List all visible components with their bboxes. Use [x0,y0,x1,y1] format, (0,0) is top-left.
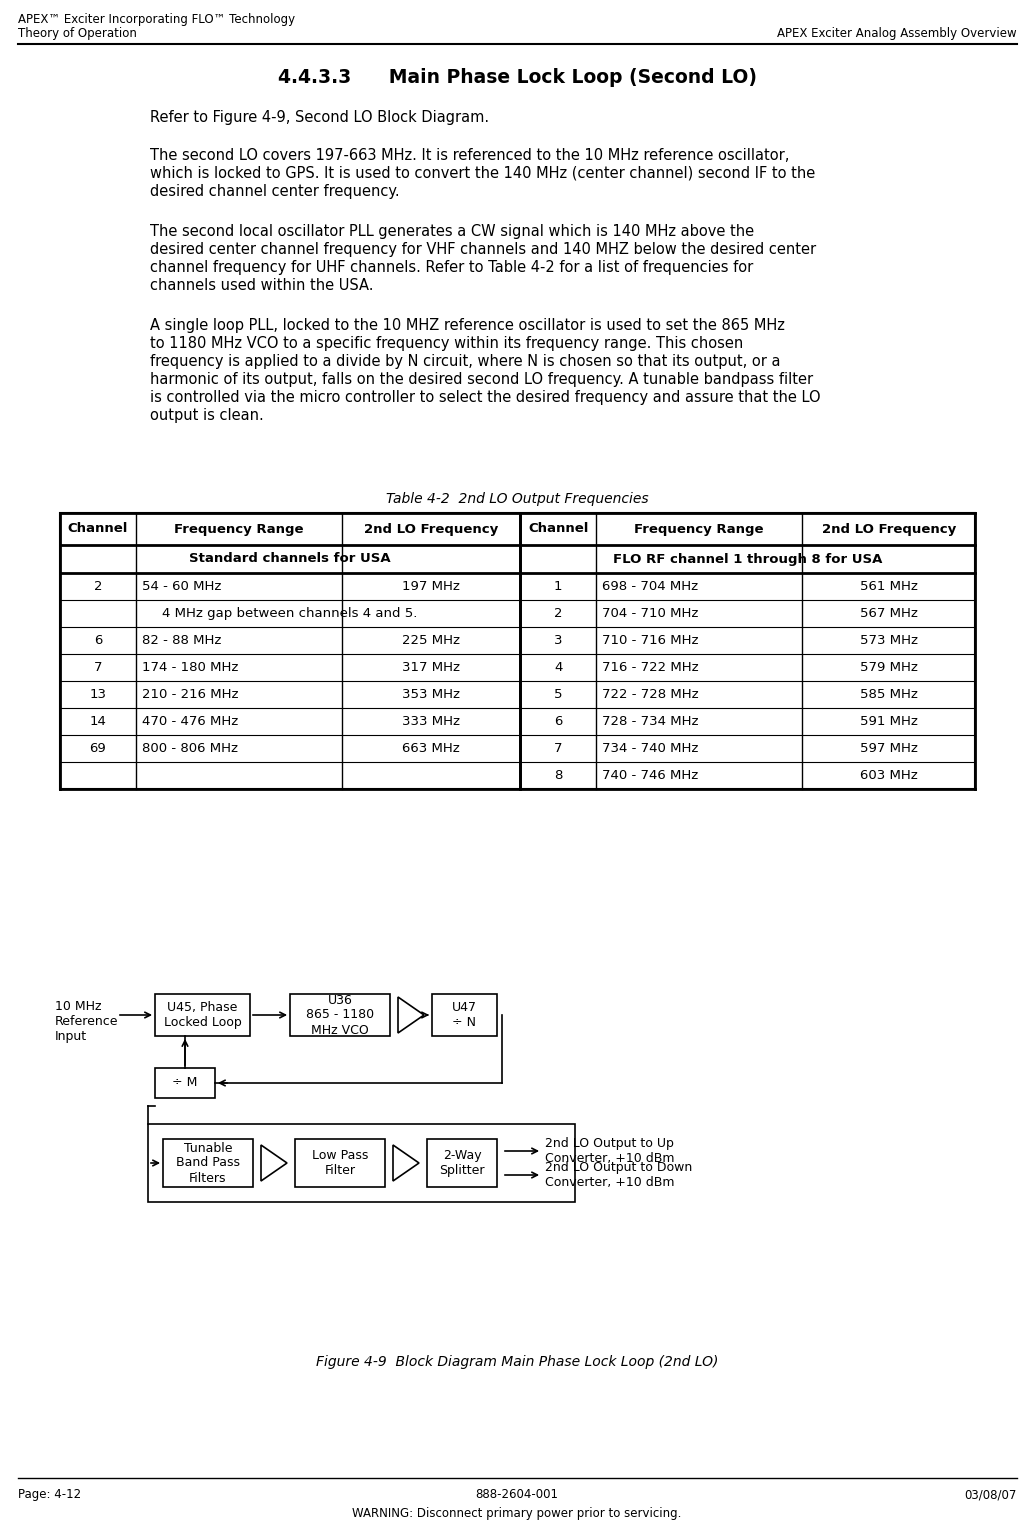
Text: 4.4.3.3  Main Phase Lock Loop (Second LO): 4.4.3.3 Main Phase Lock Loop (Second LO) [277,68,757,88]
Text: 573 MHz: 573 MHz [860,633,918,647]
Text: 10 MHz
Reference
Input: 10 MHz Reference Input [55,1001,118,1044]
Text: 728 - 734 MHz: 728 - 734 MHz [602,715,699,729]
Text: 2-Way
Splitter: 2-Way Splitter [439,1150,484,1177]
Text: FLO RF channel 1 through 8 for USA: FLO RF channel 1 through 8 for USA [613,552,882,566]
Text: which is locked to GPS. It is used to convert the 140 MHz (center channel) secon: which is locked to GPS. It is used to co… [150,166,816,181]
Text: Frequency Range: Frequency Range [174,523,303,535]
Text: 317 MHz: 317 MHz [403,661,461,675]
Text: APEX™ Exciter Incorporating FLO™ Technology: APEX™ Exciter Incorporating FLO™ Technol… [18,12,295,26]
Text: output is clean.: output is clean. [150,407,264,423]
Text: 585 MHz: 585 MHz [860,689,918,701]
Polygon shape [393,1145,419,1180]
Text: U36
865 - 1180
MHz VCO: U36 865 - 1180 MHz VCO [306,993,374,1036]
Text: Refer to Figure 4-9, Second LO Block Diagram.: Refer to Figure 4-9, Second LO Block Dia… [150,111,490,124]
Bar [427,1139,497,1187]
Text: 591 MHz: 591 MHz [860,715,918,729]
Text: APEX Exciter Analog Assembly Overview: APEX Exciter Analog Assembly Overview [777,28,1017,40]
Text: 734 - 740 MHz: 734 - 740 MHz [602,742,699,755]
Text: 4 MHz gap between channels 4 and 5.: 4 MHz gap between channels 4 and 5. [162,607,418,619]
Text: 698 - 704 MHz: 698 - 704 MHz [602,579,699,593]
Text: 603 MHz: 603 MHz [860,768,917,782]
Text: 14: 14 [89,715,107,729]
Bar [148,1124,575,1202]
Polygon shape [261,1145,287,1180]
Text: 3: 3 [554,633,562,647]
Text: 663 MHz: 663 MHz [403,742,460,755]
Text: 210 - 216 MHz: 210 - 216 MHz [142,689,238,701]
Text: 888-2604-001: 888-2604-001 [475,1488,559,1502]
Text: Channel: Channel [528,523,588,535]
Text: 704 - 710 MHz: 704 - 710 MHz [602,607,699,619]
Text: 7: 7 [93,661,102,675]
Text: is controlled via the micro controller to select the desired frequency and assur: is controlled via the micro controller t… [150,390,821,406]
Text: channels used within the USA.: channels used within the USA. [150,278,374,294]
Text: channel frequency for UHF channels. Refer to Table 4-2 for a list of frequencies: channel frequency for UHF channels. Refe… [150,260,753,275]
Text: The second local oscillator PLL generates a CW signal which is 140 MHz above the: The second local oscillator PLL generate… [150,224,755,238]
Text: 82 - 88 MHz: 82 - 88 MHz [142,633,221,647]
Text: 2: 2 [93,579,102,593]
Text: 54 - 60 MHz: 54 - 60 MHz [142,579,221,593]
Text: 561 MHz: 561 MHz [860,579,918,593]
Text: Standard channels for USA: Standard channels for USA [189,552,391,566]
Text: 174 - 180 MHz: 174 - 180 MHz [142,661,238,675]
Text: 2: 2 [554,607,562,619]
Text: 69: 69 [89,742,107,755]
Text: The second LO covers 197-663 MHz. It is referenced to the 10 MHz reference oscil: The second LO covers 197-663 MHz. It is … [150,148,790,163]
Bar [295,1139,385,1187]
Text: frequency is applied to a divide by N circuit, where N is chosen so that its out: frequency is applied to a divide by N ci… [150,354,780,369]
Text: Theory of Operation: Theory of Operation [18,28,137,40]
Text: ÷ M: ÷ M [172,1076,198,1090]
Text: 2nd LO Frequency: 2nd LO Frequency [364,523,498,535]
Text: 740 - 746 MHz: 740 - 746 MHz [602,768,699,782]
Text: 2nd LO Output to Up
Converter, +10 dBm: 2nd LO Output to Up Converter, +10 dBm [545,1137,675,1165]
Text: 2nd LO Frequency: 2nd LO Frequency [822,523,955,535]
Text: Channel: Channel [67,523,128,535]
Text: 7: 7 [554,742,562,755]
Bar [162,1139,253,1187]
Text: 597 MHz: 597 MHz [860,742,918,755]
Bar [290,994,390,1036]
Text: 579 MHz: 579 MHz [860,661,918,675]
Text: 197 MHz: 197 MHz [403,579,461,593]
Polygon shape [398,998,424,1033]
Bar [155,1068,215,1097]
Text: U45, Phase
Locked Loop: U45, Phase Locked Loop [164,1001,241,1028]
Text: 5: 5 [554,689,562,701]
Text: U47
÷ N: U47 ÷ N [452,1001,477,1028]
Text: 4: 4 [554,661,562,675]
Text: Frequency Range: Frequency Range [634,523,764,535]
Text: A single loop PLL, locked to the 10 MHZ reference oscillator is used to set the : A single loop PLL, locked to the 10 MHZ … [150,318,785,334]
Text: 800 - 806 MHz: 800 - 806 MHz [142,742,238,755]
Text: 13: 13 [89,689,107,701]
Text: 8: 8 [554,768,562,782]
Bar [155,994,250,1036]
Text: 333 MHz: 333 MHz [403,715,461,729]
Text: 1: 1 [554,579,562,593]
Text: desired channel center frequency.: desired channel center frequency. [150,184,400,198]
Text: to 1180 MHz VCO to a specific frequency within its frequency range. This chosen: to 1180 MHz VCO to a specific frequency … [150,337,743,350]
Text: Table 4-2  2nd LO Output Frequencies: Table 4-2 2nd LO Output Frequencies [386,492,648,506]
Text: 722 - 728 MHz: 722 - 728 MHz [602,689,699,701]
Text: Figure 4-9  Block Diagram Main Phase Lock Loop (2nd LO): Figure 4-9 Block Diagram Main Phase Lock… [316,1356,718,1369]
Text: 225 MHz: 225 MHz [403,633,461,647]
Text: 6: 6 [94,633,102,647]
Text: 03/08/07: 03/08/07 [965,1488,1017,1502]
Text: 2nd LO Output to Down
Converter, +10 dBm: 2nd LO Output to Down Converter, +10 dBm [545,1160,692,1190]
Text: 6: 6 [554,715,562,729]
Bar [60,513,975,788]
Bar [432,994,497,1036]
Text: Low Pass
Filter: Low Pass Filter [312,1150,368,1177]
Text: 567 MHz: 567 MHz [860,607,918,619]
Text: 716 - 722 MHz: 716 - 722 MHz [602,661,699,675]
Text: 353 MHz: 353 MHz [403,689,461,701]
Text: Tunable
Band Pass
Filters: Tunable Band Pass Filters [176,1142,240,1185]
Text: 710 - 716 MHz: 710 - 716 MHz [602,633,699,647]
Text: harmonic of its output, falls on the desired second LO frequency. A tunable band: harmonic of its output, falls on the des… [150,372,814,387]
Text: desired center channel frequency for VHF channels and 140 MHZ below the desired : desired center channel frequency for VHF… [150,241,817,257]
Text: Page: 4-12: Page: 4-12 [18,1488,81,1502]
Text: 470 - 476 MHz: 470 - 476 MHz [142,715,238,729]
Text: WARNING: Disconnect primary power prior to servicing.: WARNING: Disconnect primary power prior … [352,1506,682,1520]
